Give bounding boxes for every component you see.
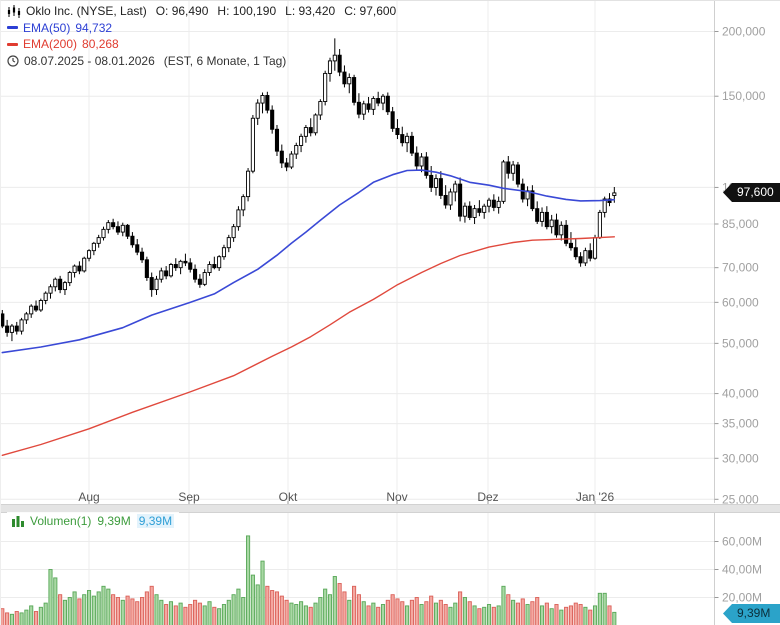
instrument-row[interactable]: Oklo Inc. (NYSE, Last) O: 96,490 H: 100,… xyxy=(7,3,396,20)
date-range-row: 08.07.2025 - 08.01.2026 (EST, 6 Monate, … xyxy=(7,53,396,70)
last-volume-tag: 9,39M xyxy=(723,604,780,623)
chart-legend: Oklo Inc. (NYSE, Last) O: 96,490 H: 100,… xyxy=(7,3,396,69)
svg-text:Dez: Dez xyxy=(477,490,498,504)
svg-text:200,000: 200,000 xyxy=(722,25,766,39)
ema50-row[interactable]: EMA(50) 94,732 xyxy=(7,20,396,37)
month-labels: Aug Sep Okt Nov Dez Jan '26 xyxy=(78,490,614,504)
svg-text:Nov: Nov xyxy=(386,490,407,504)
svg-text:Aug: Aug xyxy=(78,490,99,504)
price-axis-labels: 200,000150,000100,00085,00070,00060,0005… xyxy=(714,25,766,506)
svg-text:Sep: Sep xyxy=(178,490,200,504)
ema200-row[interactable]: EMA(200) 80,268 xyxy=(7,36,396,53)
svg-text:60,00M: 60,00M xyxy=(722,535,762,549)
last-price-tag: 97,600 xyxy=(723,183,780,202)
svg-text:30,000: 30,000 xyxy=(722,451,759,465)
price-gridlines xyxy=(1,31,714,500)
ohlc-high: H: 100,190 xyxy=(217,4,277,18)
svg-text:40,000: 40,000 xyxy=(722,387,759,401)
svg-text:Okt: Okt xyxy=(279,490,298,504)
month-gridlines xyxy=(88,1,596,625)
svg-text:70,000: 70,000 xyxy=(722,261,759,275)
svg-text:35,000: 35,000 xyxy=(722,417,759,431)
candlestick-icon xyxy=(7,4,21,18)
svg-text:40,00M: 40,00M xyxy=(722,563,762,577)
ema50-line xyxy=(1,169,616,354)
last-volume-value: 9,39M xyxy=(737,606,771,620)
volume-label: Volumen(1) xyxy=(30,514,92,528)
instrument-title: Oklo Inc. (NYSE, Last) xyxy=(26,4,147,18)
ohlc-open: O: 96,490 xyxy=(155,4,209,18)
candles xyxy=(1,38,617,342)
volume-value-highlight: 9,39M xyxy=(136,514,175,528)
panel-separator xyxy=(1,504,780,513)
svg-text:50,000: 50,000 xyxy=(722,336,759,350)
ohlc-low: L: 93,420 xyxy=(285,4,336,18)
ema50-swatch-icon xyxy=(7,26,18,30)
ohlc-close: C: 97,600 xyxy=(344,4,397,18)
ema50-label: EMA(50) xyxy=(23,20,71,35)
clock-icon xyxy=(7,55,19,67)
svg-text:Jan '26: Jan '26 xyxy=(576,490,615,504)
volume-value: 9,39M xyxy=(97,514,131,528)
ema200-swatch-icon xyxy=(7,42,18,46)
volume-bars xyxy=(1,535,617,625)
volume-legend[interactable]: Volumen(1) 9,39M 9,39M xyxy=(7,512,180,530)
svg-text:25,000: 25,000 xyxy=(722,492,759,506)
ema50-value: 94,732 xyxy=(75,20,113,35)
ema200-value: 80,268 xyxy=(82,37,119,51)
svg-text:20,00M: 20,00M xyxy=(722,591,762,605)
svg-text:60,000: 60,000 xyxy=(722,295,759,309)
ema200-label: EMA(200) xyxy=(23,37,78,51)
date-range: 08.07.2025 - 08.01.2026 xyxy=(24,53,155,68)
volume-axis-labels: 60,00M 40,00M 20,00M xyxy=(714,535,762,605)
last-price-value: 97,600 xyxy=(737,185,774,199)
volume-icon xyxy=(12,516,24,527)
svg-text:150,000: 150,000 xyxy=(722,89,766,103)
ema200-line xyxy=(1,236,615,456)
range-info: (EST, 6 Monate, 1 Tag) xyxy=(163,53,287,68)
svg-text:85,000: 85,000 xyxy=(722,217,759,231)
